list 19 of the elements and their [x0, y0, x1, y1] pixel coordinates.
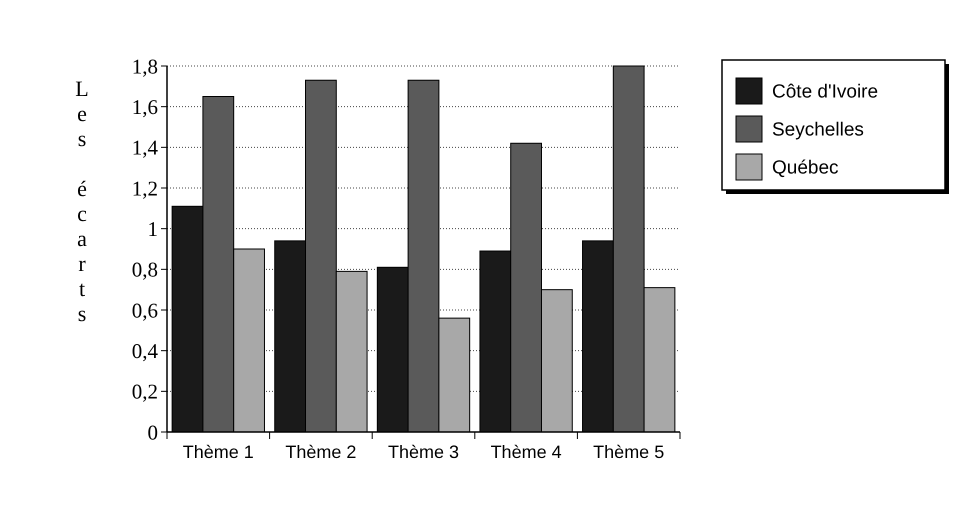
legend-label: Québec: [772, 158, 839, 179]
x-tick-label: Thème 1: [182, 442, 254, 462]
text: Les écarts: [75, 76, 89, 326]
y-tick-label: 0,6: [132, 298, 158, 322]
y-tick-label: 1,4: [132, 136, 158, 160]
y-tick-label: 1,8: [132, 54, 158, 78]
x-tick-label: Thème 2: [285, 442, 356, 462]
y-tick-label: 0,8: [132, 258, 158, 282]
legend-label: Seychelles: [772, 120, 864, 141]
y-tick-label: 1: [148, 217, 158, 242]
y-tick-label: 0: [148, 420, 158, 444]
y-tick-label: 1,2: [132, 176, 158, 200]
x-tick-label: Thème 4: [490, 442, 562, 462]
y-tick-label: 0,2: [132, 380, 158, 404]
y-tick-label: 0,4: [132, 339, 158, 364]
legend-label: Côte d'Ivoire: [772, 82, 878, 103]
y-tick-label: 1,6: [132, 95, 158, 120]
x-tick-label: Thème 3: [388, 442, 460, 462]
x-tick-label: Thème 5: [593, 442, 664, 462]
